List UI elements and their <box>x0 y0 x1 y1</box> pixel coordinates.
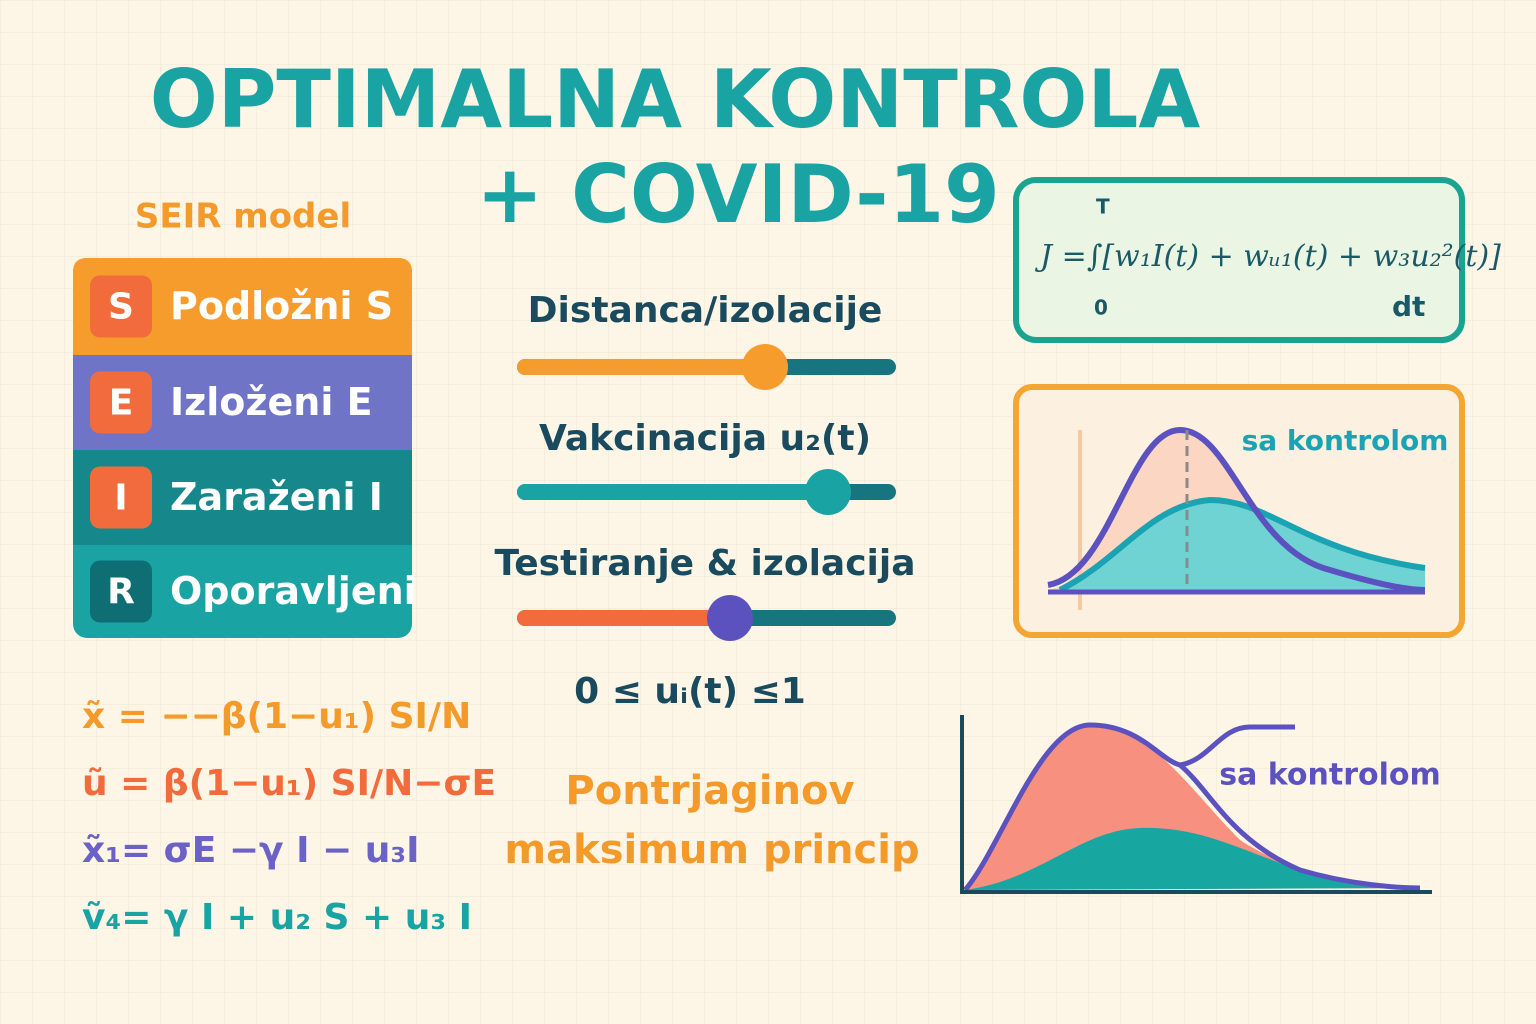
axes <box>960 715 1432 894</box>
control-label: Testiranje & izolacija <box>494 543 915 584</box>
controls: Distanca/izolacije Vakcinacija u₂(t) Testi… <box>494 290 916 641</box>
curve <box>963 722 1295 892</box>
seir-letter-box <box>90 275 152 338</box>
seir-letter: E <box>109 383 134 424</box>
objective-upper: T <box>1096 195 1110 219</box>
seir-letter: S <box>108 287 134 328</box>
objective-box <box>1013 177 1465 343</box>
seir-label: Podložni S <box>170 284 393 328</box>
seir-letter-box <box>90 466 152 529</box>
seir-label: Oporavljeni <box>170 569 417 613</box>
objective-lower: 0 <box>1094 296 1108 320</box>
plot-label: sa kontrolom <box>1219 758 1441 793</box>
seir-label: Zaraženi I <box>170 475 383 519</box>
seir-row <box>73 258 412 355</box>
seir-heading: SEIR model <box>135 197 351 237</box>
title: + COVID-19 <box>476 148 1000 241</box>
equation: ṽ₄= γ I + u₂ S + u₃ I <box>82 897 472 938</box>
seir-letter-box <box>90 560 152 623</box>
equation: x̃ = −−β(1−u₁) SI/N <box>82 696 471 737</box>
plot-label: sa kontrolom <box>1242 424 1449 457</box>
equation: x̃₁= σE −γ I − u₃I <box>82 830 419 871</box>
principle: Pontrjaginov <box>565 768 854 814</box>
principle: maksimum princip <box>504 827 919 873</box>
seir-letter-box <box>90 371 152 434</box>
constraint: 0 ≤ uᵢ(t) ≤1 <box>574 671 806 712</box>
curve-controlled <box>1058 496 1426 593</box>
equation: ũ = β(1−u₁) SI/N−σE <box>82 763 496 804</box>
curve-uncontrolled <box>1047 426 1426 593</box>
slider-knob[interactable] <box>742 344 788 390</box>
seir-letter: I <box>114 478 127 519</box>
curve-area <box>965 827 1420 890</box>
objective-formula: J =∫[w₁I(t) + wᵤ₁(t) + w₃u₂²(t)] <box>1034 239 1501 274</box>
control-label: Distanca/izolacije <box>528 290 883 331</box>
slider-knob[interactable] <box>707 595 753 641</box>
seir-label: Izloženi E <box>170 380 373 424</box>
equations: x̃ = −−β(1−u₁) SI/N ũ = β(1−u₁) SI/N−σE x̃… <box>82 696 496 938</box>
title: OPTIMALNA KONTROLA <box>150 53 1201 146</box>
curve <box>1178 763 1421 891</box>
curve-area <box>1060 500 1425 590</box>
objective-dt: dt <box>1392 290 1425 323</box>
control-label: Vakcinacija u₂(t) <box>539 418 871 459</box>
seir-list: S Podložni S E Izloženi E I Zaraženi I R Oporav… <box>73 258 417 638</box>
slider-knob[interactable] <box>805 469 851 515</box>
seir-letter: R <box>107 572 135 613</box>
